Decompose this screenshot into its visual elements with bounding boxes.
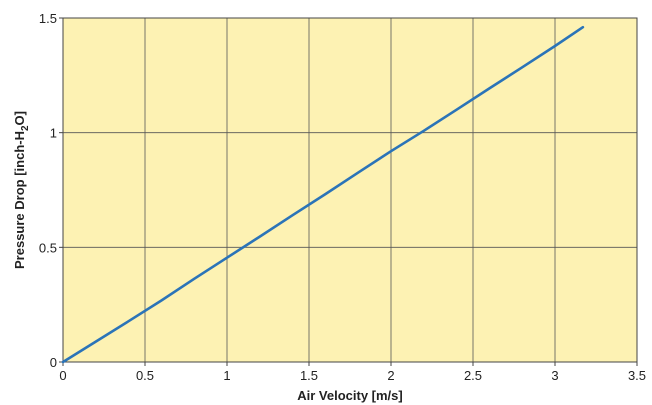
y-axis-ticks: 0 0.5 1 1.5 (39, 11, 63, 370)
x-axis-title: Air Velocity [m/s] (297, 388, 402, 403)
y-tick-label-1: 0.5 (39, 240, 57, 255)
y-axis-title: Pressure Drop [inch-H2O] (12, 111, 31, 269)
y-tick-label-2: 1 (50, 126, 57, 141)
y-axis-title-prefix: Pressure Drop [inch-H (12, 131, 27, 269)
y-axis-title-suffix: O] (12, 111, 27, 125)
x-tick-label-3: 1.5 (300, 368, 318, 383)
x-tick-label-7: 3.5 (628, 368, 646, 383)
x-tick-label-6: 3 (551, 368, 558, 383)
plot-area-background (63, 18, 637, 362)
series-line-0 (61, 25, 585, 364)
x-tick-label-2: 1 (223, 368, 230, 383)
x-tick-label-5: 2.5 (464, 368, 482, 383)
y-tick-label-3: 1.5 (39, 11, 57, 26)
x-tick-label-4: 2 (387, 368, 394, 383)
y-tick-label-0: 0 (50, 355, 57, 370)
series-group (61, 25, 585, 364)
x-axis-ticks: 0 0.5 1 1.5 2 2.5 3 3.5 (59, 362, 646, 383)
y-axis-title-subscript: 2 (20, 125, 31, 131)
x-tick-label-1: 0.5 (136, 368, 154, 383)
x-tick-label-0: 0 (59, 368, 66, 383)
plot-frame (62, 17, 638, 363)
